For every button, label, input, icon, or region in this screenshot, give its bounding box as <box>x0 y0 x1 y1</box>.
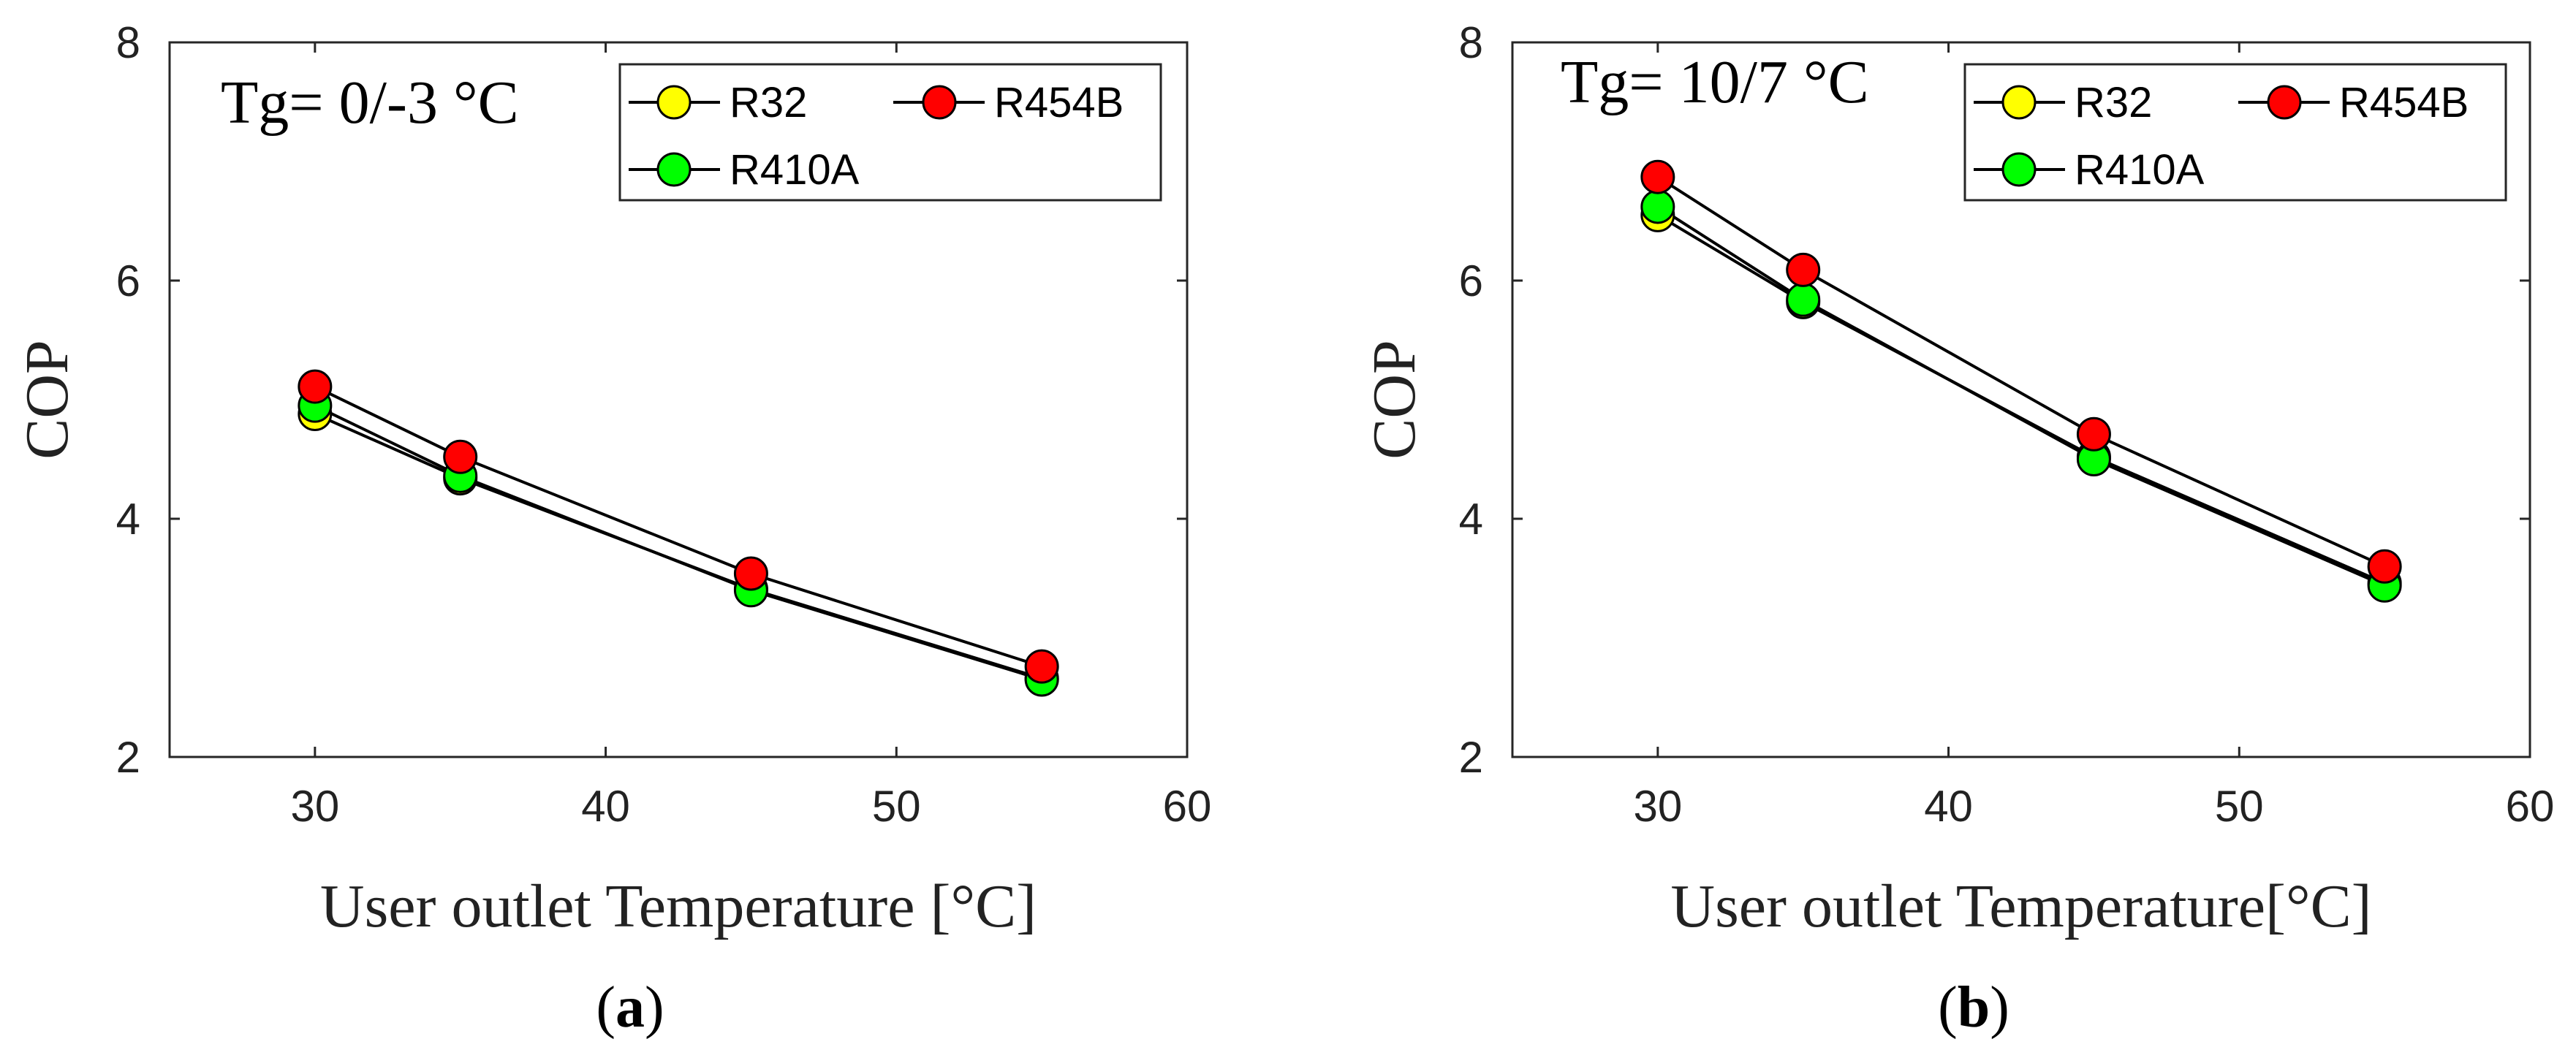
y-tick-label-b-3: 8 <box>1459 18 1483 67</box>
series-line-r454b-b <box>1656 175 2385 568</box>
point-r454b-b-0 <box>1640 159 1675 194</box>
y-axis-title-b: COP <box>1360 340 1428 459</box>
y-tick-label-a-3: 8 <box>116 18 140 67</box>
series-line-r410a-b <box>1656 205 2385 587</box>
x-axis-title-b: User outlet Temperature[°C] <box>1670 872 2371 940</box>
legend-marker-r32-a <box>656 85 692 120</box>
point-r410a-b-1 <box>1786 282 1821 317</box>
legend-label-r410a-b: R410A <box>2075 146 2205 194</box>
caption-letter-a: a <box>615 975 645 1040</box>
point-r454b-a-3 <box>1024 649 1059 684</box>
x-tick-label-a-0: 30 <box>290 782 339 831</box>
legend-marker-r410a-b <box>2001 152 2037 187</box>
y-tick-label-b-0: 2 <box>1459 733 1483 782</box>
point-r454b-a-0 <box>298 369 333 404</box>
x-tick-label-b-0: 30 <box>1633 782 1682 831</box>
series-line-r410a-a <box>314 404 1042 681</box>
point-r454b-b-3 <box>2367 549 2402 584</box>
y-tick-label-b-1: 4 <box>1459 495 1483 544</box>
point-r454b-b-1 <box>1786 252 1821 287</box>
point-r454b-b-2 <box>2076 416 2111 452</box>
legend-marker-r32-b <box>2001 85 2037 120</box>
legend-marker-r454b-a <box>922 85 957 120</box>
series-a <box>298 369 1059 697</box>
caption-a: (a) <box>596 975 664 1040</box>
legend-box-a <box>618 63 1162 202</box>
legend-marker-r410a-a <box>656 152 692 187</box>
y-tick-label-b-2: 6 <box>1459 256 1483 305</box>
x-tick-label-a-3: 60 <box>1163 782 1212 831</box>
legend-label-r454b-a: R454B <box>994 79 1124 126</box>
y-tick-label-a-2: 6 <box>116 256 140 305</box>
annotation-b: Tg= 10/7 °C <box>1561 48 1869 116</box>
legend-marker-r454b-b <box>2267 85 2302 120</box>
legend-label-r410a-a: R410A <box>730 146 860 194</box>
legend-a: R32 R454B R410A <box>618 63 1162 202</box>
annotation-a: Tg= 0/-3 °C <box>221 69 519 137</box>
series-b <box>1640 159 2402 603</box>
panel-b: 30 40 50 60 2 4 6 8 Tg= 10/7 °C R32 R454B R410A… <box>1360 18 2554 1040</box>
y-axis-title-a: COP <box>13 340 81 459</box>
legend-label-r32-b: R32 <box>2075 79 2152 126</box>
x-axis-title-a: User outlet Temperature [°C] <box>320 872 1037 940</box>
x-tick-label-b-1: 40 <box>1924 782 1973 831</box>
y-tick-label-a-1: 4 <box>116 495 140 544</box>
x-tick-label-a-1: 40 <box>581 782 630 831</box>
ticks-a: 30 40 50 60 2 4 6 8 <box>116 18 1212 831</box>
caption-b: (b) <box>1938 975 2009 1040</box>
x-tick-label-b-3: 60 <box>2506 782 2555 831</box>
x-tick-label-b-2: 50 <box>2215 782 2264 831</box>
panel-a: 30 40 50 60 2 4 6 8 Tg= 0/-3 °C R32 R454B R410A… <box>13 18 1211 1040</box>
caption-letter-b: b <box>1958 975 1990 1040</box>
ticks-b: 30 40 50 60 2 4 6 8 <box>1459 18 2555 831</box>
series-line-r454b-a <box>314 385 1042 669</box>
x-tick-label-a-2: 50 <box>872 782 921 831</box>
legend-b: R32 R454B R410A <box>1963 63 2507 202</box>
legend-label-r32-a: R32 <box>730 79 807 126</box>
point-r454b-a-2 <box>733 556 768 591</box>
legend-label-r454b-b: R454B <box>2339 79 2469 126</box>
point-r454b-a-1 <box>443 439 478 474</box>
legend-box-b <box>1963 63 2507 202</box>
y-tick-label-a-0: 2 <box>116 733 140 782</box>
point-r410a-b-0 <box>1640 189 1675 224</box>
